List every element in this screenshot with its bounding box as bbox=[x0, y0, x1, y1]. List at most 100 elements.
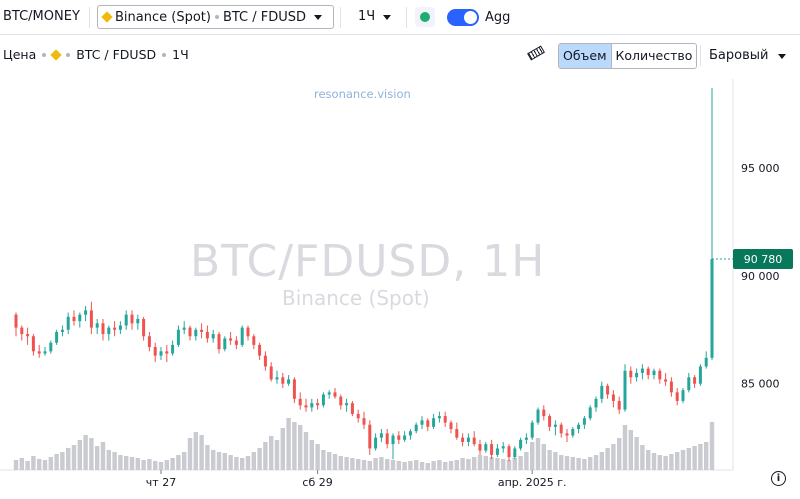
candle bbox=[379, 429, 383, 442]
volume-bar bbox=[698, 444, 703, 470]
volume-bar bbox=[292, 422, 297, 470]
candle bbox=[182, 321, 186, 335]
volume-bar bbox=[37, 459, 42, 470]
volume-bar bbox=[379, 457, 384, 470]
toolbar-divider bbox=[406, 7, 407, 28]
volume-bar bbox=[269, 436, 274, 470]
candle bbox=[449, 420, 453, 434]
volume-bar bbox=[141, 460, 146, 470]
volume-bar bbox=[286, 418, 291, 470]
volume-bar bbox=[541, 444, 546, 470]
volume-bar bbox=[83, 435, 88, 470]
candle bbox=[153, 342, 157, 363]
info-icon[interactable]: i bbox=[771, 471, 786, 486]
volume-bar bbox=[512, 458, 517, 470]
candle bbox=[374, 433, 378, 451]
quantity-mode-button[interactable]: Количество bbox=[610, 44, 697, 68]
volume-bar bbox=[599, 452, 604, 470]
candle bbox=[298, 392, 302, 410]
volume-bar bbox=[547, 450, 552, 470]
volume-bar bbox=[332, 454, 338, 470]
volume-bar bbox=[60, 452, 65, 470]
chart-style-select[interactable]: Баровый bbox=[709, 48, 787, 63]
chevron-down-icon bbox=[314, 14, 323, 20]
volume-bar bbox=[216, 452, 222, 470]
volume-bar bbox=[263, 442, 268, 470]
symbol-label[interactable]: BTC/MONEY bbox=[3, 9, 80, 24]
volume-bar bbox=[564, 456, 570, 470]
volume-bar bbox=[228, 455, 233, 470]
candle bbox=[698, 364, 702, 386]
volume-bar bbox=[112, 452, 117, 470]
candle bbox=[43, 347, 47, 356]
volume-bar bbox=[425, 463, 430, 470]
volume-bar bbox=[321, 450, 326, 470]
candle bbox=[693, 375, 697, 389]
volume-bar bbox=[303, 432, 309, 470]
time-axis: чт 27 сб 29 апр. 2025 г. bbox=[146, 470, 567, 489]
candle bbox=[687, 372, 691, 393]
volume-bar bbox=[582, 459, 587, 470]
volume-bar bbox=[95, 446, 100, 470]
candle bbox=[588, 405, 592, 421]
legend-pair: BTC / FDUSD bbox=[76, 47, 157, 62]
candle bbox=[495, 444, 499, 458]
legend-interval: 1Ч bbox=[172, 47, 189, 62]
volume-bar bbox=[472, 457, 477, 470]
toolbar-divider bbox=[89, 7, 90, 28]
interval-select[interactable]: 1Ч bbox=[358, 9, 392, 24]
candle bbox=[327, 390, 331, 399]
candle bbox=[403, 431, 407, 442]
candle bbox=[60, 325, 64, 337]
volume-bar bbox=[176, 455, 181, 470]
volume-bar bbox=[605, 448, 610, 470]
last-price-badge bbox=[733, 249, 793, 270]
exchange-pair-select[interactable]: Binance (Spot) BTC / FDUSD bbox=[97, 5, 334, 29]
volume-bar bbox=[431, 461, 436, 470]
candle bbox=[194, 327, 198, 341]
agg-toggle[interactable] bbox=[447, 9, 479, 26]
volume-bar bbox=[164, 460, 169, 470]
volume-bar bbox=[419, 462, 425, 470]
volume-bar bbox=[483, 456, 488, 470]
time-tick-label: апр. 2025 г. bbox=[498, 476, 567, 489]
toolbar-divider bbox=[700, 45, 701, 66]
candle bbox=[246, 325, 250, 341]
candle bbox=[321, 392, 325, 408]
volume-bar bbox=[48, 457, 53, 470]
volume-mode-button[interactable]: Объем bbox=[559, 44, 611, 68]
volume-bar bbox=[501, 459, 506, 470]
chevron-down-icon bbox=[383, 15, 392, 20]
candle bbox=[397, 431, 401, 445]
volume-bar bbox=[356, 459, 361, 470]
volume-bar bbox=[338, 456, 343, 470]
volume-bar bbox=[588, 457, 593, 470]
candle bbox=[258, 342, 262, 360]
candle bbox=[136, 314, 140, 330]
volume-bar bbox=[460, 458, 465, 470]
candle bbox=[26, 327, 30, 345]
candle bbox=[658, 368, 662, 384]
candle bbox=[600, 381, 604, 404]
volume-bar bbox=[298, 425, 303, 470]
volume-bar bbox=[251, 452, 256, 470]
separator-dot bbox=[214, 15, 219, 19]
candle bbox=[66, 312, 70, 335]
candle bbox=[490, 439, 494, 460]
volume-bar bbox=[675, 452, 680, 470]
volume-bar bbox=[622, 425, 628, 470]
volume-bar bbox=[350, 458, 355, 470]
volume-bar bbox=[361, 460, 367, 470]
candle bbox=[304, 398, 308, 412]
candle bbox=[519, 437, 523, 451]
volume-bar bbox=[657, 455, 662, 470]
volume-bar bbox=[182, 452, 187, 470]
candle bbox=[664, 372, 668, 386]
live-status-icon[interactable] bbox=[415, 7, 435, 27]
separator-dot bbox=[162, 52, 167, 57]
volume-bar bbox=[704, 442, 709, 470]
candle bbox=[507, 444, 511, 462]
watermark-url[interactable]: resonance.vision bbox=[314, 87, 411, 101]
candle bbox=[501, 441, 505, 453]
